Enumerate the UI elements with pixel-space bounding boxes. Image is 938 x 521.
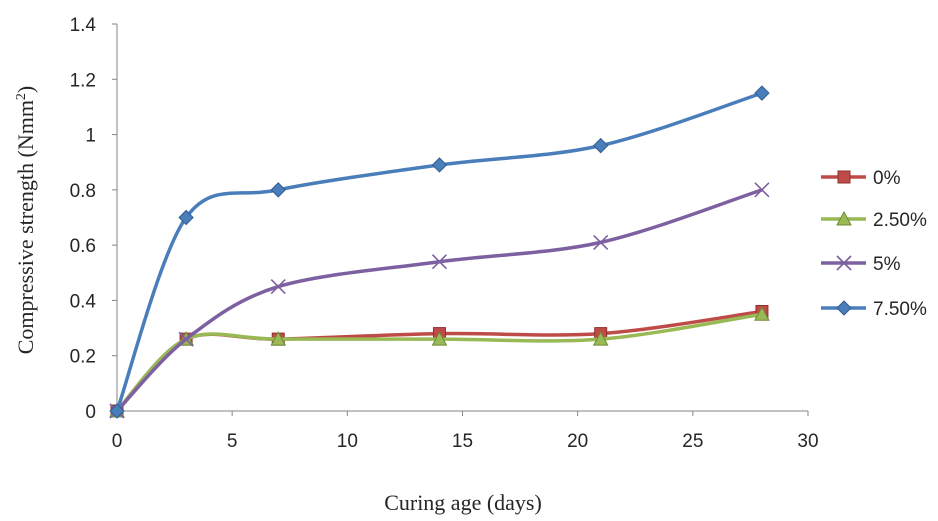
- data-point: [431, 157, 448, 173]
- data-point: [754, 85, 770, 101]
- series-3: [109, 85, 770, 419]
- legend-item: 7.50%: [821, 299, 927, 320]
- legend-swatch-marker: [836, 300, 852, 316]
- series-layer: [109, 85, 770, 419]
- x-tick-label: 10: [337, 431, 358, 452]
- y-axis-title-main: Compressive strength (Nmm: [13, 100, 38, 354]
- series-line: [115, 309, 763, 413]
- data-point: [431, 254, 448, 270]
- legend-label: 2.50%: [873, 210, 927, 231]
- plot-area: 0 0.2 0.4 0.6 0.8 1 1.2 1.4 0 5 10 15 20 25 30: [70, 15, 819, 452]
- legend-item: 2.50%: [821, 210, 927, 231]
- y-axis-title-close: ): [13, 86, 38, 93]
- y-tick-label: 1.4: [70, 15, 97, 36]
- x-tick-label: 30: [797, 431, 818, 452]
- data-point: [178, 331, 194, 347]
- x-tick-label: 15: [452, 431, 473, 452]
- legend-swatch-marker: [836, 210, 852, 226]
- series-line: [115, 188, 763, 413]
- y-tick-label: 0.2: [70, 347, 96, 368]
- y-axis-title-superscript: 2: [14, 93, 29, 100]
- legend-label: 7.50%: [873, 299, 927, 320]
- legend-swatch-marker: [837, 170, 851, 184]
- data-point: [754, 306, 770, 321]
- legend-label: 0%: [873, 168, 901, 189]
- y-tick-label: 0.4: [70, 291, 97, 312]
- data-point: [592, 331, 609, 346]
- data-point: [178, 209, 194, 226]
- x-tick-label: 25: [682, 431, 703, 452]
- legend-label: 5%: [873, 254, 901, 275]
- x-tick-label: 20: [567, 431, 588, 452]
- data-point: [270, 331, 287, 346]
- y-axis-title: Compressive strength (Nmm2): [13, 86, 38, 355]
- legend: 0% 2.50% 5% 7.50%: [821, 168, 927, 320]
- legend-item: 0%: [821, 168, 901, 189]
- y-tick-label: 0.6: [70, 236, 96, 257]
- data-point: [270, 279, 286, 295]
- data-point: [754, 182, 770, 198]
- data-point: [431, 331, 448, 346]
- x-tick-label: 0: [112, 431, 123, 452]
- legend-swatch-marker: [836, 255, 852, 271]
- data-point: [109, 403, 125, 419]
- y-tick-label: 0.8: [70, 181, 96, 202]
- y-tick-label: 1: [85, 126, 96, 147]
- x-axis-title: Curing age (days): [384, 490, 542, 515]
- data-point: [270, 182, 286, 198]
- series-2: [109, 182, 770, 419]
- y-tick-label: 0: [85, 402, 96, 423]
- y-tick-label: 1.2: [70, 70, 96, 91]
- legend-item: 5%: [821, 254, 901, 275]
- x-tick-label: 5: [227, 431, 238, 452]
- data-point: [592, 137, 609, 154]
- series-line: [115, 91, 763, 412]
- data-point: [593, 234, 609, 250]
